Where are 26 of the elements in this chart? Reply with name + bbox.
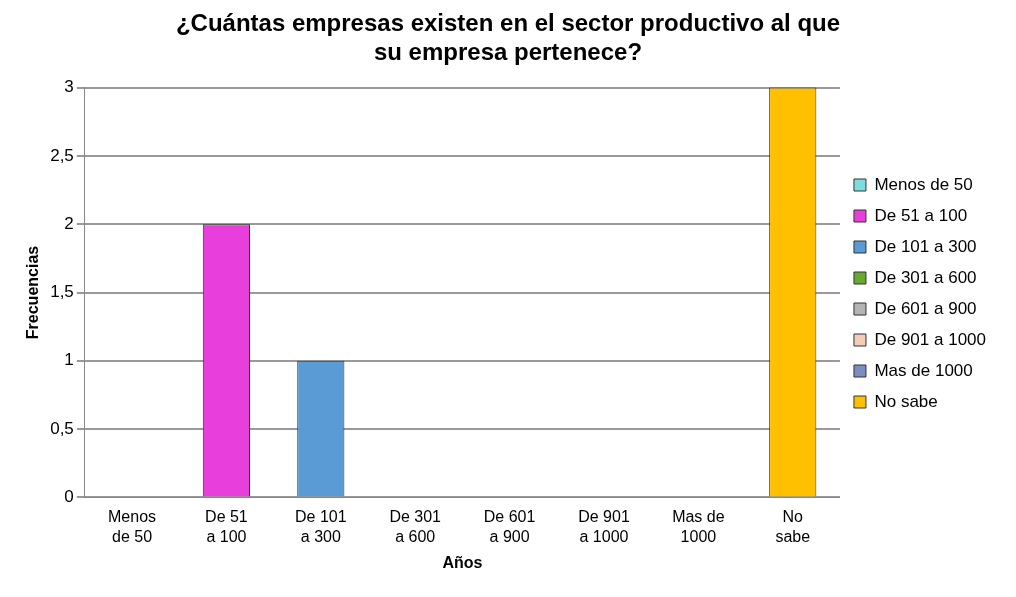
legend-label: De 101 a 300 [874, 236, 977, 256]
x-tick-label: De 101 a 300 [295, 508, 347, 545]
legend-label: De 301 a 600 [874, 267, 977, 287]
legend-label: No sabe [874, 391, 938, 411]
legend-label: Menos de 50 [874, 174, 973, 194]
y-tick-label: 2,5 [50, 145, 74, 165]
x-tick-label: De 601 a 900 [483, 508, 536, 545]
x-tick-label: De 51 a 100 [205, 508, 248, 545]
x-tick-label: Mas de 1000 [672, 508, 725, 545]
y-tick-label: 1,5 [50, 282, 74, 302]
legend-label: Mas de 1000 [874, 360, 973, 380]
legend-label: De 901 a 1000 [874, 329, 987, 349]
chart-title: ¿Cuántas empresas existen en el sector productivo al que su empresa pertenece? [175, 9, 841, 65]
y-tick-label: 0,5 [50, 418, 74, 438]
x-tick-label: De 901 a 1000 [578, 508, 630, 545]
legend-label: De 601 a 900 [874, 298, 977, 318]
y-tick-label: 1 [64, 350, 74, 370]
legend-label: De 51 a 100 [874, 205, 968, 225]
x-axis-title: Años [442, 553, 483, 571]
y-axis-title: Frecuencias [24, 245, 42, 340]
y-tick-label: 3 [64, 77, 74, 97]
x-tick-label: Menos de 50 [108, 508, 157, 545]
x-tick-label: No sabe [775, 508, 811, 545]
x-tick-label: De 301 a 600 [389, 508, 442, 545]
y-tick-label: 0 [64, 487, 74, 507]
y-tick-label: 2 [64, 213, 74, 233]
